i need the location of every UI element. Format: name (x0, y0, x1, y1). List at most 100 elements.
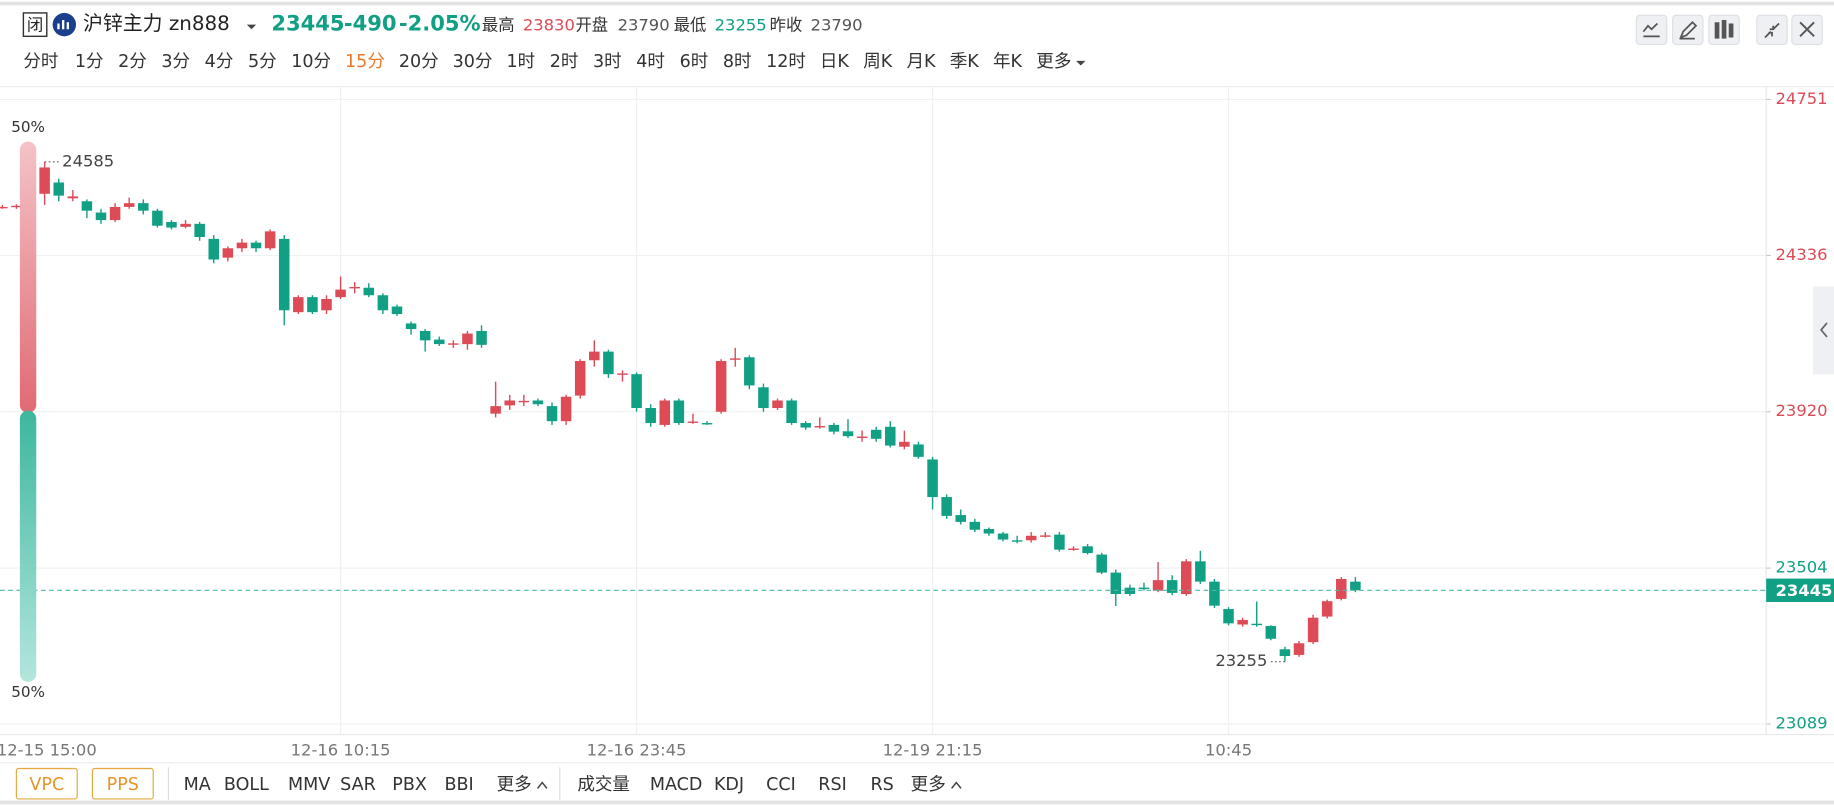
indicator-option[interactable]: MA (184, 775, 211, 795)
candle-body (1011, 540, 1023, 542)
period-option[interactable]: 月K (906, 52, 936, 72)
candle-body (222, 248, 234, 258)
period-option[interactable]: 1分 (75, 52, 104, 72)
candle-body (321, 299, 332, 311)
period-option[interactable]: 20分 (399, 52, 439, 72)
sell-ratio: 50% (11, 683, 45, 701)
candle-body (941, 497, 952, 516)
candle-body (504, 400, 515, 406)
indicator-option[interactable]: CCI (766, 775, 796, 795)
candle-body (673, 400, 685, 424)
indicator-option[interactable]: 更多 (497, 775, 532, 795)
candle-body (560, 396, 572, 422)
period-option[interactable]: 2分 (118, 52, 147, 72)
candle-body (1336, 578, 1347, 599)
indicator-option[interactable]: RSI (818, 775, 846, 795)
min-label: 23255 (1215, 651, 1267, 670)
period-option[interactable]: 6时 (680, 52, 709, 72)
candle-body (1307, 617, 1319, 643)
candle-body (138, 203, 149, 211)
candle-body (307, 297, 318, 313)
x-tick-label: 12-16 10:15 (291, 740, 391, 759)
indicator-option[interactable]: BBI (444, 775, 473, 795)
period-option[interactable]: 12时 (766, 52, 806, 72)
tool-fullscreen-icon (1764, 22, 1780, 39)
candle-body (448, 343, 459, 345)
indicator-option[interactable]: PBX (392, 775, 427, 795)
period-option[interactable]: 3时 (593, 52, 622, 72)
period-option[interactable]: 4分 (205, 52, 234, 72)
overlay-button[interactable] (15, 767, 78, 800)
candle-body (729, 358, 741, 360)
period-option[interactable]: 1时 (506, 52, 535, 72)
period-option[interactable]: 5分 (248, 52, 277, 72)
candle-body (349, 286, 360, 289)
price-change-pct: -2.05% (399, 11, 481, 36)
exchange-icon (52, 12, 77, 37)
candle-body (786, 400, 797, 424)
status-box (22, 12, 48, 38)
period-option[interactable]: 周K (863, 52, 893, 72)
candle-body (476, 330, 487, 345)
indicator-option[interactable]: 更多 (911, 775, 946, 795)
open-label: 开盘 (575, 15, 608, 34)
candle-body (335, 289, 346, 298)
y-tick-label: 23089 (1776, 714, 1828, 733)
candle-body (462, 333, 473, 345)
candle-body (899, 441, 910, 447)
prev-close-label: 昨收 (770, 15, 803, 34)
tool-indicator-icon (1642, 22, 1660, 38)
candle-body (518, 400, 530, 403)
period-option[interactable]: 30分 (453, 52, 493, 72)
sell-ratio-bar (19, 410, 37, 682)
candle-body (828, 424, 840, 432)
overlay-button[interactable] (91, 767, 154, 800)
indicator-option[interactable]: MACD (650, 775, 703, 795)
candle-body (758, 387, 769, 408)
candle-body (433, 339, 445, 345)
candle-body (1138, 587, 1150, 590)
candle-body (687, 421, 699, 423)
period-option[interactable]: 分时 (23, 52, 58, 72)
contract-dropdown[interactable] (246, 24, 257, 30)
tool-close-icon (1799, 21, 1815, 37)
period-option[interactable]: 4时 (636, 52, 665, 72)
period-option[interactable]: 季K (950, 52, 980, 72)
tool-draw[interactable] (1672, 14, 1704, 46)
candle-body (532, 400, 544, 405)
contract-name[interactable]: 沪锌主力 zn888 (83, 12, 230, 35)
candle-body (166, 221, 177, 228)
indicator-option[interactable]: KDJ (714, 775, 744, 795)
candle-body (1152, 580, 1164, 591)
period-option[interactable]: 更多 (1036, 52, 1071, 72)
candle-body (1251, 623, 1262, 626)
period-option[interactable]: 15分 (345, 52, 385, 72)
indicator-option[interactable]: BOLL (224, 775, 269, 795)
period-option[interactable]: 3分 (161, 52, 190, 72)
candle-body (39, 167, 50, 194)
candle-body (913, 444, 924, 457)
indicator-option[interactable]: SAR (340, 775, 376, 795)
candle-body (123, 203, 135, 207)
candle-body (1110, 572, 1122, 595)
candle-body (1040, 535, 1051, 537)
y-tick-label: 24336 (1776, 245, 1828, 264)
candle-body (1293, 643, 1305, 655)
period-option[interactable]: 2时 (550, 52, 579, 72)
side-panel-tab[interactable] (1812, 286, 1834, 375)
indicator-option[interactable]: 成交量 (577, 775, 630, 795)
candle-body (1223, 609, 1234, 624)
period-option[interactable]: 10分 (291, 52, 331, 72)
period-option[interactable]: 8时 (723, 52, 752, 72)
indicator-option[interactable]: RS (870, 775, 893, 795)
candle-body (1195, 561, 1206, 582)
candle-body (870, 429, 882, 439)
candle-body (264, 231, 276, 249)
candle-body (194, 223, 205, 237)
high-label: 最高 (482, 15, 515, 34)
period-option[interactable]: 日K (820, 52, 850, 72)
candle-body (1180, 561, 1192, 595)
period-option[interactable]: 年K (993, 52, 1023, 72)
indicator-option[interactable]: MMV (288, 775, 330, 795)
